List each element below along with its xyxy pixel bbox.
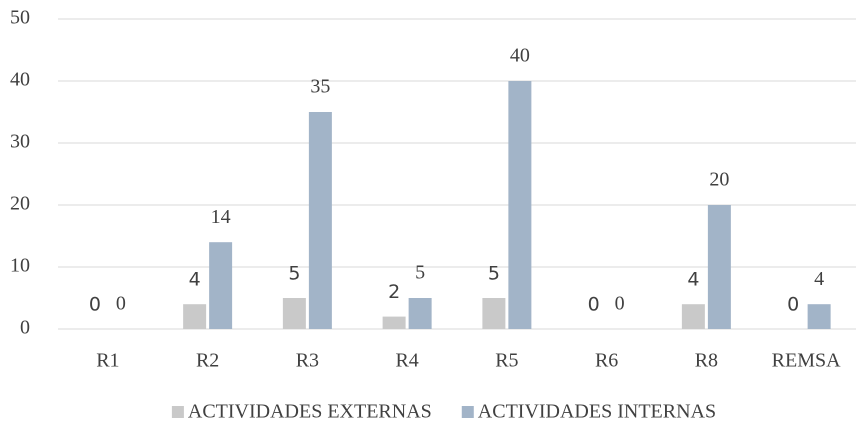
data-label: 4 (814, 268, 824, 290)
y-tick-label: 0 (20, 317, 30, 339)
y-tick-label: 20 (10, 193, 30, 215)
data-label: 4 (687, 269, 699, 291)
y-tick-label: 30 (10, 131, 30, 153)
bar (282, 298, 306, 329)
data-label: 0 (787, 294, 799, 316)
bar (183, 304, 207, 329)
bar (681, 304, 705, 329)
data-label: 40 (510, 45, 530, 67)
bar (508, 81, 532, 329)
data-label: 0 (89, 294, 101, 316)
legend-label: ACTIVIDADES EXTERNAS (188, 401, 432, 423)
data-label: 5 (488, 263, 500, 285)
data-label: 5 (415, 262, 425, 284)
data-label: 5 (288, 263, 300, 285)
x-tick-label: R8 (695, 350, 718, 372)
x-tick-label: R3 (296, 350, 319, 372)
x-tick-label: R1 (96, 350, 119, 372)
x-tick-label: R2 (196, 350, 219, 372)
bar (707, 205, 731, 329)
bar (308, 112, 332, 329)
data-label: 20 (709, 169, 729, 191)
y-tick-label: 50 (10, 7, 30, 29)
bar (408, 298, 432, 329)
x-tick-label: R5 (495, 350, 518, 372)
bar (209, 242, 233, 329)
bar (482, 298, 506, 329)
y-tick-label: 40 (10, 69, 30, 91)
x-tick-label: R4 (395, 350, 418, 372)
data-label: 35 (310, 76, 330, 98)
legend-swatch (171, 406, 184, 418)
data-label: 2 (388, 281, 400, 303)
data-label: 4 (189, 269, 201, 291)
data-label: 14 (211, 206, 231, 228)
legend-swatch (461, 406, 474, 418)
data-label: 0 (615, 293, 625, 315)
y-tick-label: 10 (10, 255, 30, 277)
bar (807, 304, 831, 329)
x-tick-label: R6 (595, 350, 618, 372)
data-label: 0 (116, 293, 126, 315)
data-label: 0 (588, 294, 600, 316)
bar (382, 316, 406, 329)
x-tick-label: REMSA (772, 350, 841, 372)
legend-label: ACTIVIDADES INTERNAS (478, 401, 716, 423)
